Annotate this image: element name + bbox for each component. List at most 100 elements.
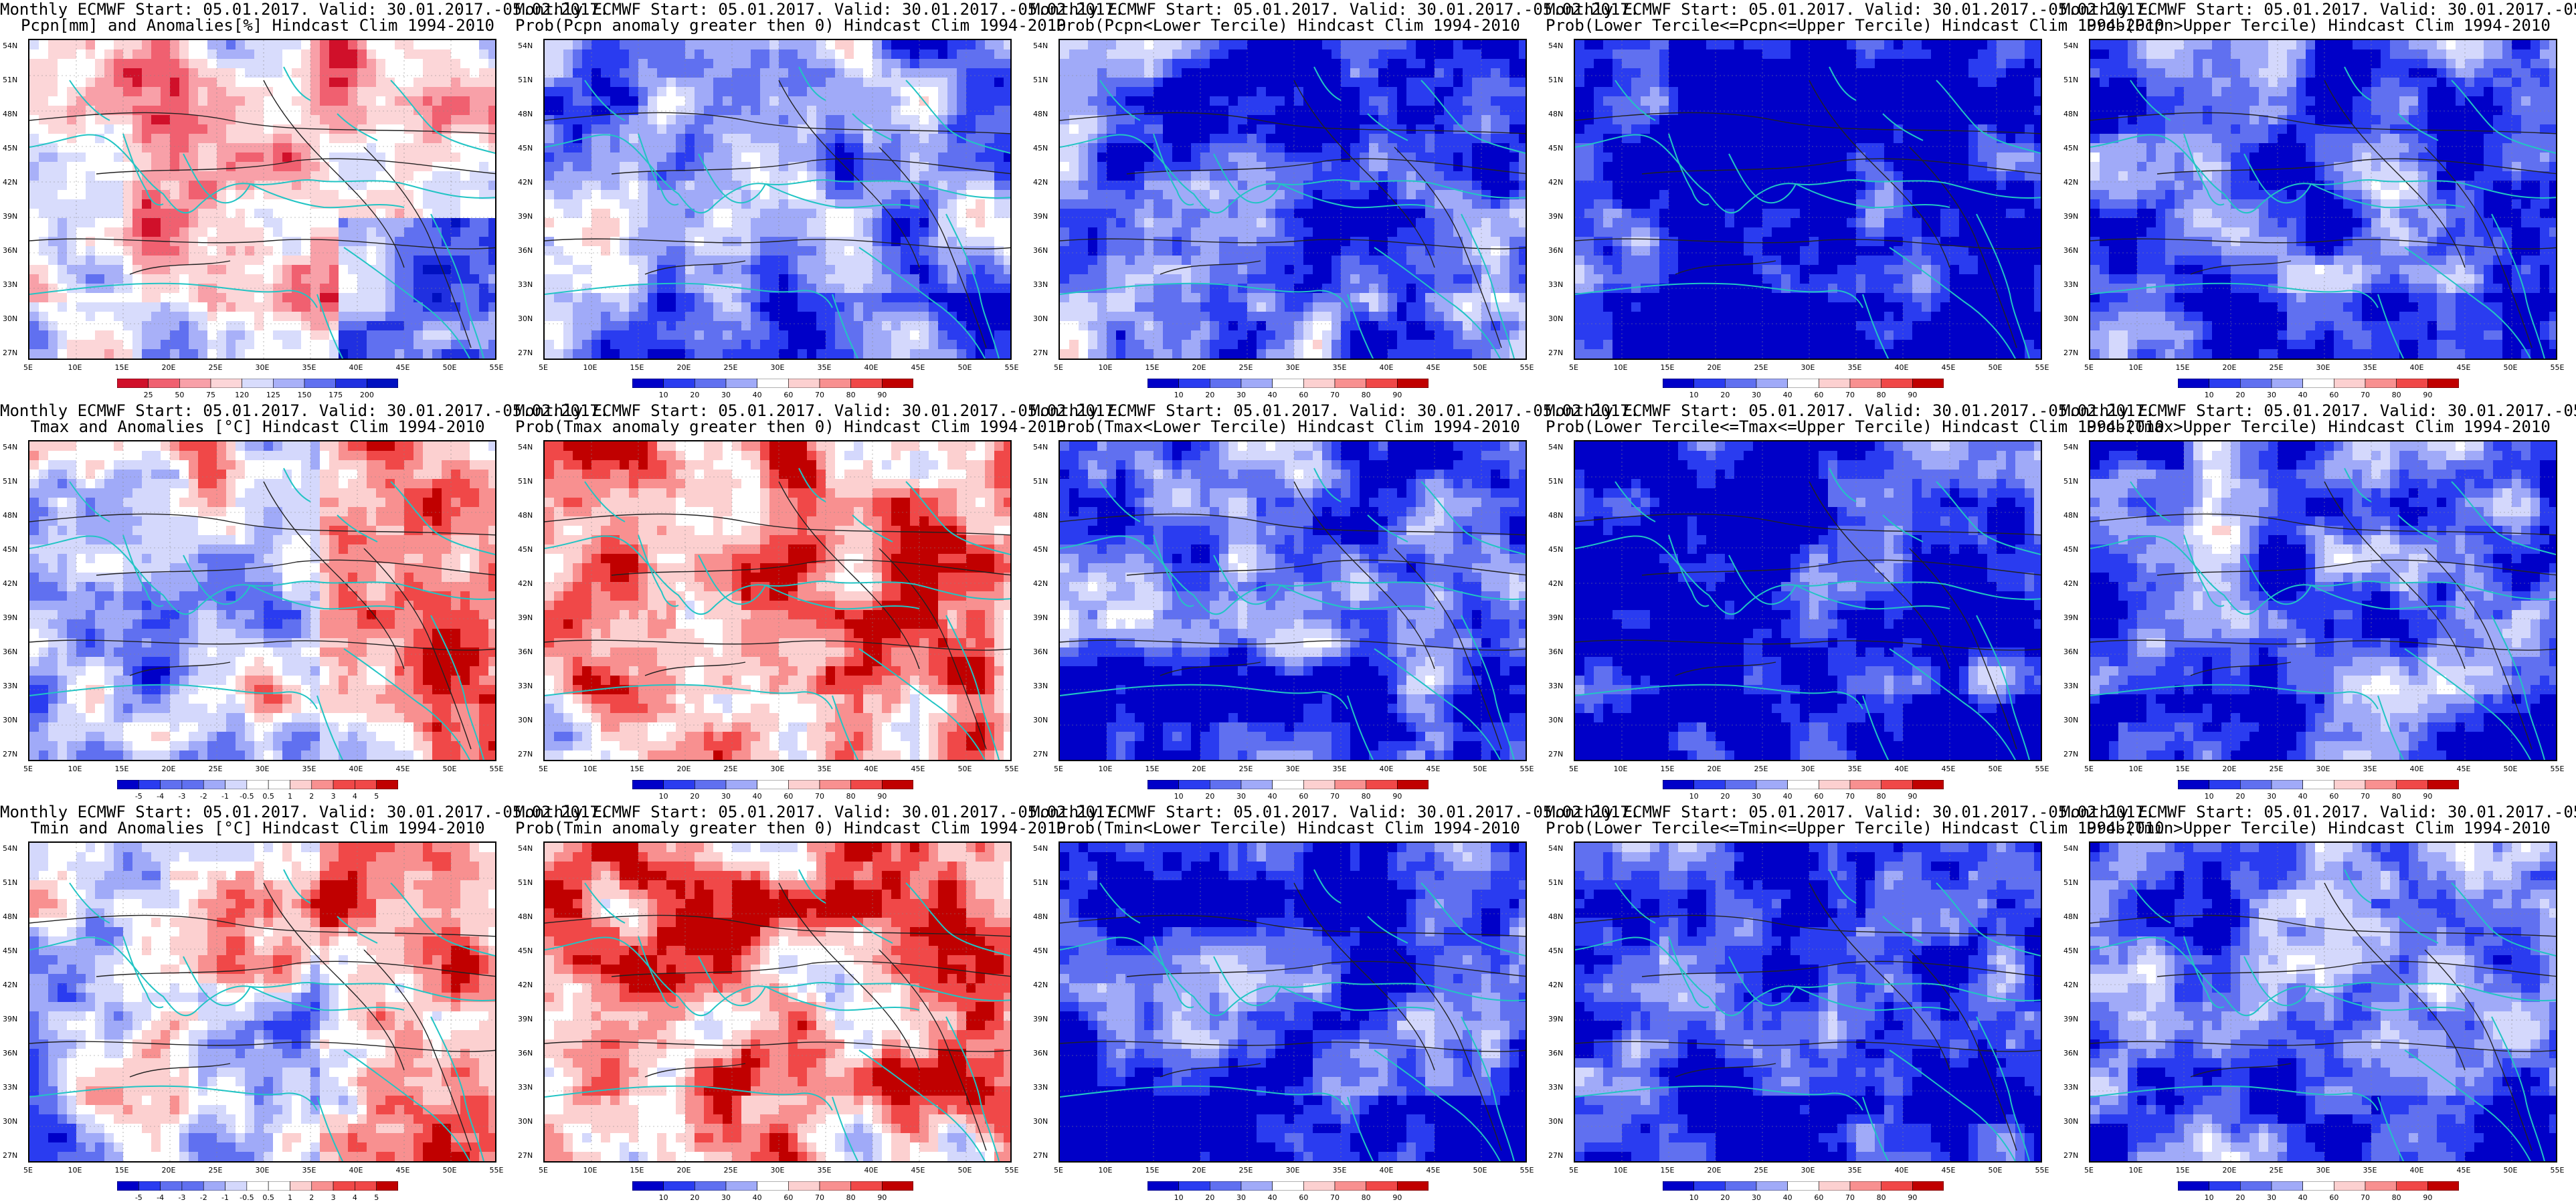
field-cell — [1088, 209, 1098, 219]
field-cell — [1435, 199, 1445, 209]
field-cell — [385, 218, 395, 228]
field-cell — [1500, 246, 1510, 256]
field-cell — [610, 209, 620, 219]
field-cell — [1500, 87, 1510, 97]
field-cell — [1266, 218, 1276, 228]
field-cell — [882, 246, 892, 256]
field-cell — [151, 321, 161, 331]
field-cell — [432, 227, 442, 237]
field-cell — [1172, 143, 1182, 153]
field-cell — [695, 265, 705, 275]
field-cell — [685, 227, 695, 237]
field-cell — [957, 209, 967, 219]
field-cell — [95, 115, 105, 125]
field-cell — [1350, 265, 1360, 275]
field-cell — [104, 143, 114, 153]
colorbar-swatch — [632, 379, 664, 388]
field-cell — [1275, 40, 1285, 50]
field-cell — [1210, 209, 1220, 219]
field-cell — [1060, 218, 1070, 228]
field-cell — [947, 209, 957, 219]
field-cell — [114, 265, 124, 275]
field-cell — [638, 78, 648, 88]
field-cell — [442, 153, 452, 163]
field-cell — [938, 181, 948, 191]
field-cell — [554, 59, 564, 69]
field-cell — [601, 246, 611, 256]
field-cell — [554, 78, 564, 88]
field-cell — [460, 256, 470, 266]
field-cell — [1172, 171, 1182, 181]
field-cell — [432, 143, 442, 153]
field-cell — [1266, 106, 1276, 116]
field-cell — [835, 340, 845, 350]
field-cell — [1416, 124, 1426, 134]
field-cell — [282, 162, 292, 172]
field-cell — [395, 227, 405, 237]
field-cell — [226, 227, 236, 237]
field-cell — [638, 265, 648, 275]
field-cell — [1247, 162, 1257, 172]
field-cell — [1257, 96, 1267, 106]
field-cell — [339, 171, 349, 181]
field-cell — [966, 59, 976, 69]
field-cell — [957, 237, 967, 247]
field-cell — [769, 256, 779, 266]
colorbar-swatch — [117, 379, 149, 388]
field-cell — [236, 59, 246, 69]
field-cell — [769, 78, 779, 88]
field-cell — [170, 68, 180, 78]
field-cell — [198, 68, 208, 78]
field-cell — [844, 49, 854, 60]
field-cell — [1397, 218, 1407, 228]
field-cell — [723, 302, 733, 312]
field-cell — [929, 265, 939, 275]
field-cell — [207, 124, 217, 134]
field-cell — [910, 49, 920, 60]
field-cell — [1004, 115, 1010, 125]
field-cell — [479, 171, 489, 181]
field-cell — [292, 115, 302, 125]
field-cell — [170, 115, 180, 125]
field-cell — [67, 330, 77, 340]
field-cell — [76, 218, 86, 228]
field-cell — [751, 237, 761, 247]
field-cell — [601, 78, 611, 88]
field-cell — [1491, 265, 1501, 275]
field-cell — [1107, 68, 1117, 78]
field-cell — [470, 87, 480, 97]
field-cell — [86, 209, 96, 219]
field-cell — [1369, 246, 1379, 256]
field-cell — [488, 115, 495, 125]
field-cell — [704, 312, 714, 322]
field-cell — [844, 106, 854, 116]
field-cell — [1116, 68, 1126, 78]
field-cell — [676, 218, 686, 228]
field-cell — [1069, 124, 1079, 134]
field-cell — [39, 302, 49, 312]
field-cell — [695, 302, 705, 312]
field-cell — [1378, 284, 1388, 294]
field-cell — [695, 340, 705, 350]
field-cell — [451, 181, 461, 191]
field-cell — [779, 199, 789, 209]
field-cell — [957, 68, 967, 78]
field-cell — [985, 124, 995, 134]
field-cell — [685, 321, 695, 331]
field-cell — [685, 115, 695, 125]
field-cell — [161, 312, 171, 322]
field-cell — [591, 96, 602, 106]
field-cell — [1294, 143, 1304, 153]
field-cell — [919, 293, 929, 303]
field-cell — [39, 115, 49, 125]
field-cell — [189, 68, 199, 78]
field-cell — [254, 209, 264, 219]
field-cell — [1294, 96, 1304, 106]
field-cell — [404, 106, 414, 116]
field-cell — [151, 153, 161, 163]
field-cell — [741, 78, 751, 88]
field-cell — [226, 349, 236, 359]
field-cell — [1182, 181, 1192, 191]
field-cell — [395, 134, 405, 144]
field-cell — [1275, 96, 1285, 106]
